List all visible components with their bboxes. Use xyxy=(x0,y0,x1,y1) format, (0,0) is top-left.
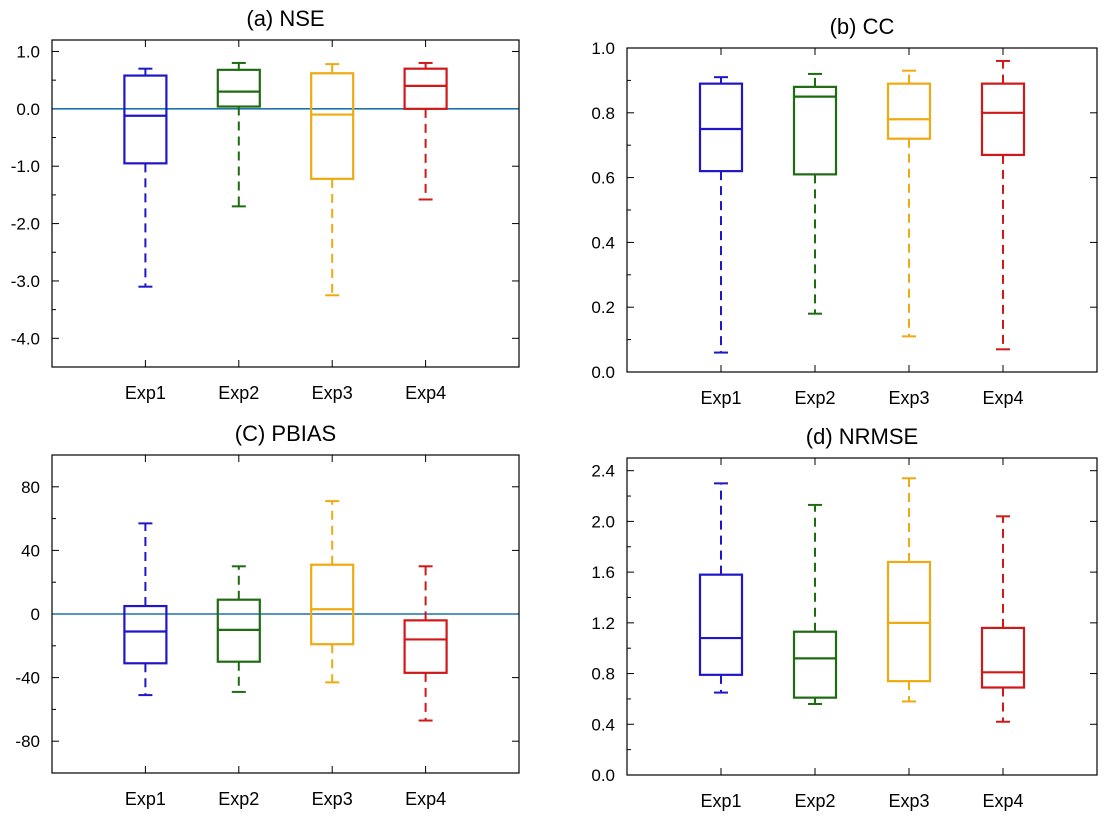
box-exp3 xyxy=(886,477,932,703)
plot-frame xyxy=(51,39,520,368)
box-iqr xyxy=(792,85,838,176)
plot-frame xyxy=(51,454,520,774)
y-tick-label: 0.0 xyxy=(16,100,40,119)
x-tick-label: Exp3 xyxy=(888,791,929,811)
x-tick-label: Exp2 xyxy=(218,383,259,403)
y-tick-label: -80 xyxy=(15,732,40,751)
y-tick-label: -3.0 xyxy=(11,272,40,291)
box-exp2 xyxy=(216,61,261,208)
box-exp4 xyxy=(403,61,448,201)
box-exp3 xyxy=(886,69,932,338)
box-exp2 xyxy=(792,503,838,705)
box-iqr xyxy=(403,619,448,674)
box-iqr xyxy=(980,82,1026,157)
x-tick-label: Exp4 xyxy=(405,383,446,403)
box-iqr xyxy=(310,72,355,180)
panel-title: (b) CC xyxy=(830,14,895,39)
plot-frame xyxy=(626,47,1098,373)
y-tick-label: 0.0 xyxy=(591,363,615,382)
box-exp3 xyxy=(310,63,355,297)
box-exp2 xyxy=(216,565,261,693)
panel-nse: (a) NSE -4.0 -3.0 -2.0 -1.0 0.0 1.0 Exp1 Exp2 Exp… xyxy=(11,6,520,403)
x-tick-label: Exp1 xyxy=(125,789,166,809)
y-tick-label: -1.0 xyxy=(11,157,40,176)
y-tick-label: 2.4 xyxy=(591,462,615,481)
x-tick-label: Exp2 xyxy=(794,791,835,811)
plot-frame xyxy=(626,457,1098,776)
box-iqr xyxy=(216,68,261,108)
y-tick-label: 0.4 xyxy=(591,715,615,734)
y-tick-label: 0.4 xyxy=(591,233,615,252)
x-tick-label: Exp4 xyxy=(405,789,446,809)
panel-cc: (b) CC 0.0 0.2 0.4 0.6 0.8 1.0 Exp1 Exp2 Exp3 Exp4 xyxy=(591,14,1098,408)
x-tick-label: Exp3 xyxy=(888,388,929,408)
box-iqr xyxy=(698,573,744,676)
box-iqr xyxy=(123,74,168,165)
box-iqr xyxy=(792,630,838,699)
box-exp1 xyxy=(698,76,744,354)
y-tick-label: 0 xyxy=(31,605,40,624)
y-tick-label: 0.8 xyxy=(591,104,615,123)
y-tick-label: 2.0 xyxy=(591,512,615,531)
x-tick-label: Exp3 xyxy=(312,789,353,809)
box-exp4 xyxy=(403,565,448,722)
box-exp2 xyxy=(792,72,838,315)
x-tick-label: Exp2 xyxy=(218,789,259,809)
box-exp4 xyxy=(980,59,1026,351)
y-tick-label: 1.6 xyxy=(591,563,615,582)
box-exp3 xyxy=(310,500,355,684)
x-tick-label: Exp1 xyxy=(700,791,741,811)
box-iqr xyxy=(123,604,168,665)
y-tick-label: 40 xyxy=(21,541,40,560)
x-tick-label: Exp1 xyxy=(700,388,741,408)
y-tick-label: 0.6 xyxy=(591,169,615,188)
y-tick-label: -2.0 xyxy=(11,215,40,234)
y-tick-label: -40 xyxy=(15,669,40,688)
box-exp1 xyxy=(123,522,168,697)
box-iqr xyxy=(403,67,448,110)
y-tick-label: 1.0 xyxy=(16,42,40,61)
y-tick-label: 0.2 xyxy=(591,298,615,317)
y-tick-label: 0.8 xyxy=(591,665,615,684)
box-iqr xyxy=(886,82,932,140)
y-tick-label: -4.0 xyxy=(11,329,40,348)
y-tick-label: 80 xyxy=(21,478,40,497)
x-tick-label: Exp1 xyxy=(125,383,166,403)
panel-pbias: (C) PBIAS -80 -40 0 40 80 Exp1 Exp2 Exp3 Exp4 xyxy=(15,421,520,809)
panel-title: (C) PBIAS xyxy=(235,421,336,446)
box-exp1 xyxy=(123,67,168,288)
x-tick-label: Exp4 xyxy=(982,388,1023,408)
y-tick-label: 1.2 xyxy=(591,614,615,633)
panel-nrmse: (d) NRMSE 0.0 0.4 0.8 1.2 1.6 2.0 2.4 Exp1 Exp2 Ex… xyxy=(591,424,1098,811)
box-exp4 xyxy=(980,515,1026,723)
box-iqr xyxy=(310,563,355,646)
panel-title: (a) NSE xyxy=(246,6,324,31)
y-tick-label: 0.0 xyxy=(591,766,615,785)
y-tick-label: 1.0 xyxy=(591,39,615,58)
x-tick-label: Exp4 xyxy=(982,791,1023,811)
x-tick-label: Exp3 xyxy=(312,383,353,403)
panel-title: (d) NRMSE xyxy=(806,424,918,449)
box-iqr xyxy=(980,626,1026,689)
box-iqr xyxy=(698,82,744,173)
x-tick-label: Exp2 xyxy=(794,388,835,408)
box-iqr xyxy=(886,560,932,683)
box-exp1 xyxy=(698,482,744,694)
